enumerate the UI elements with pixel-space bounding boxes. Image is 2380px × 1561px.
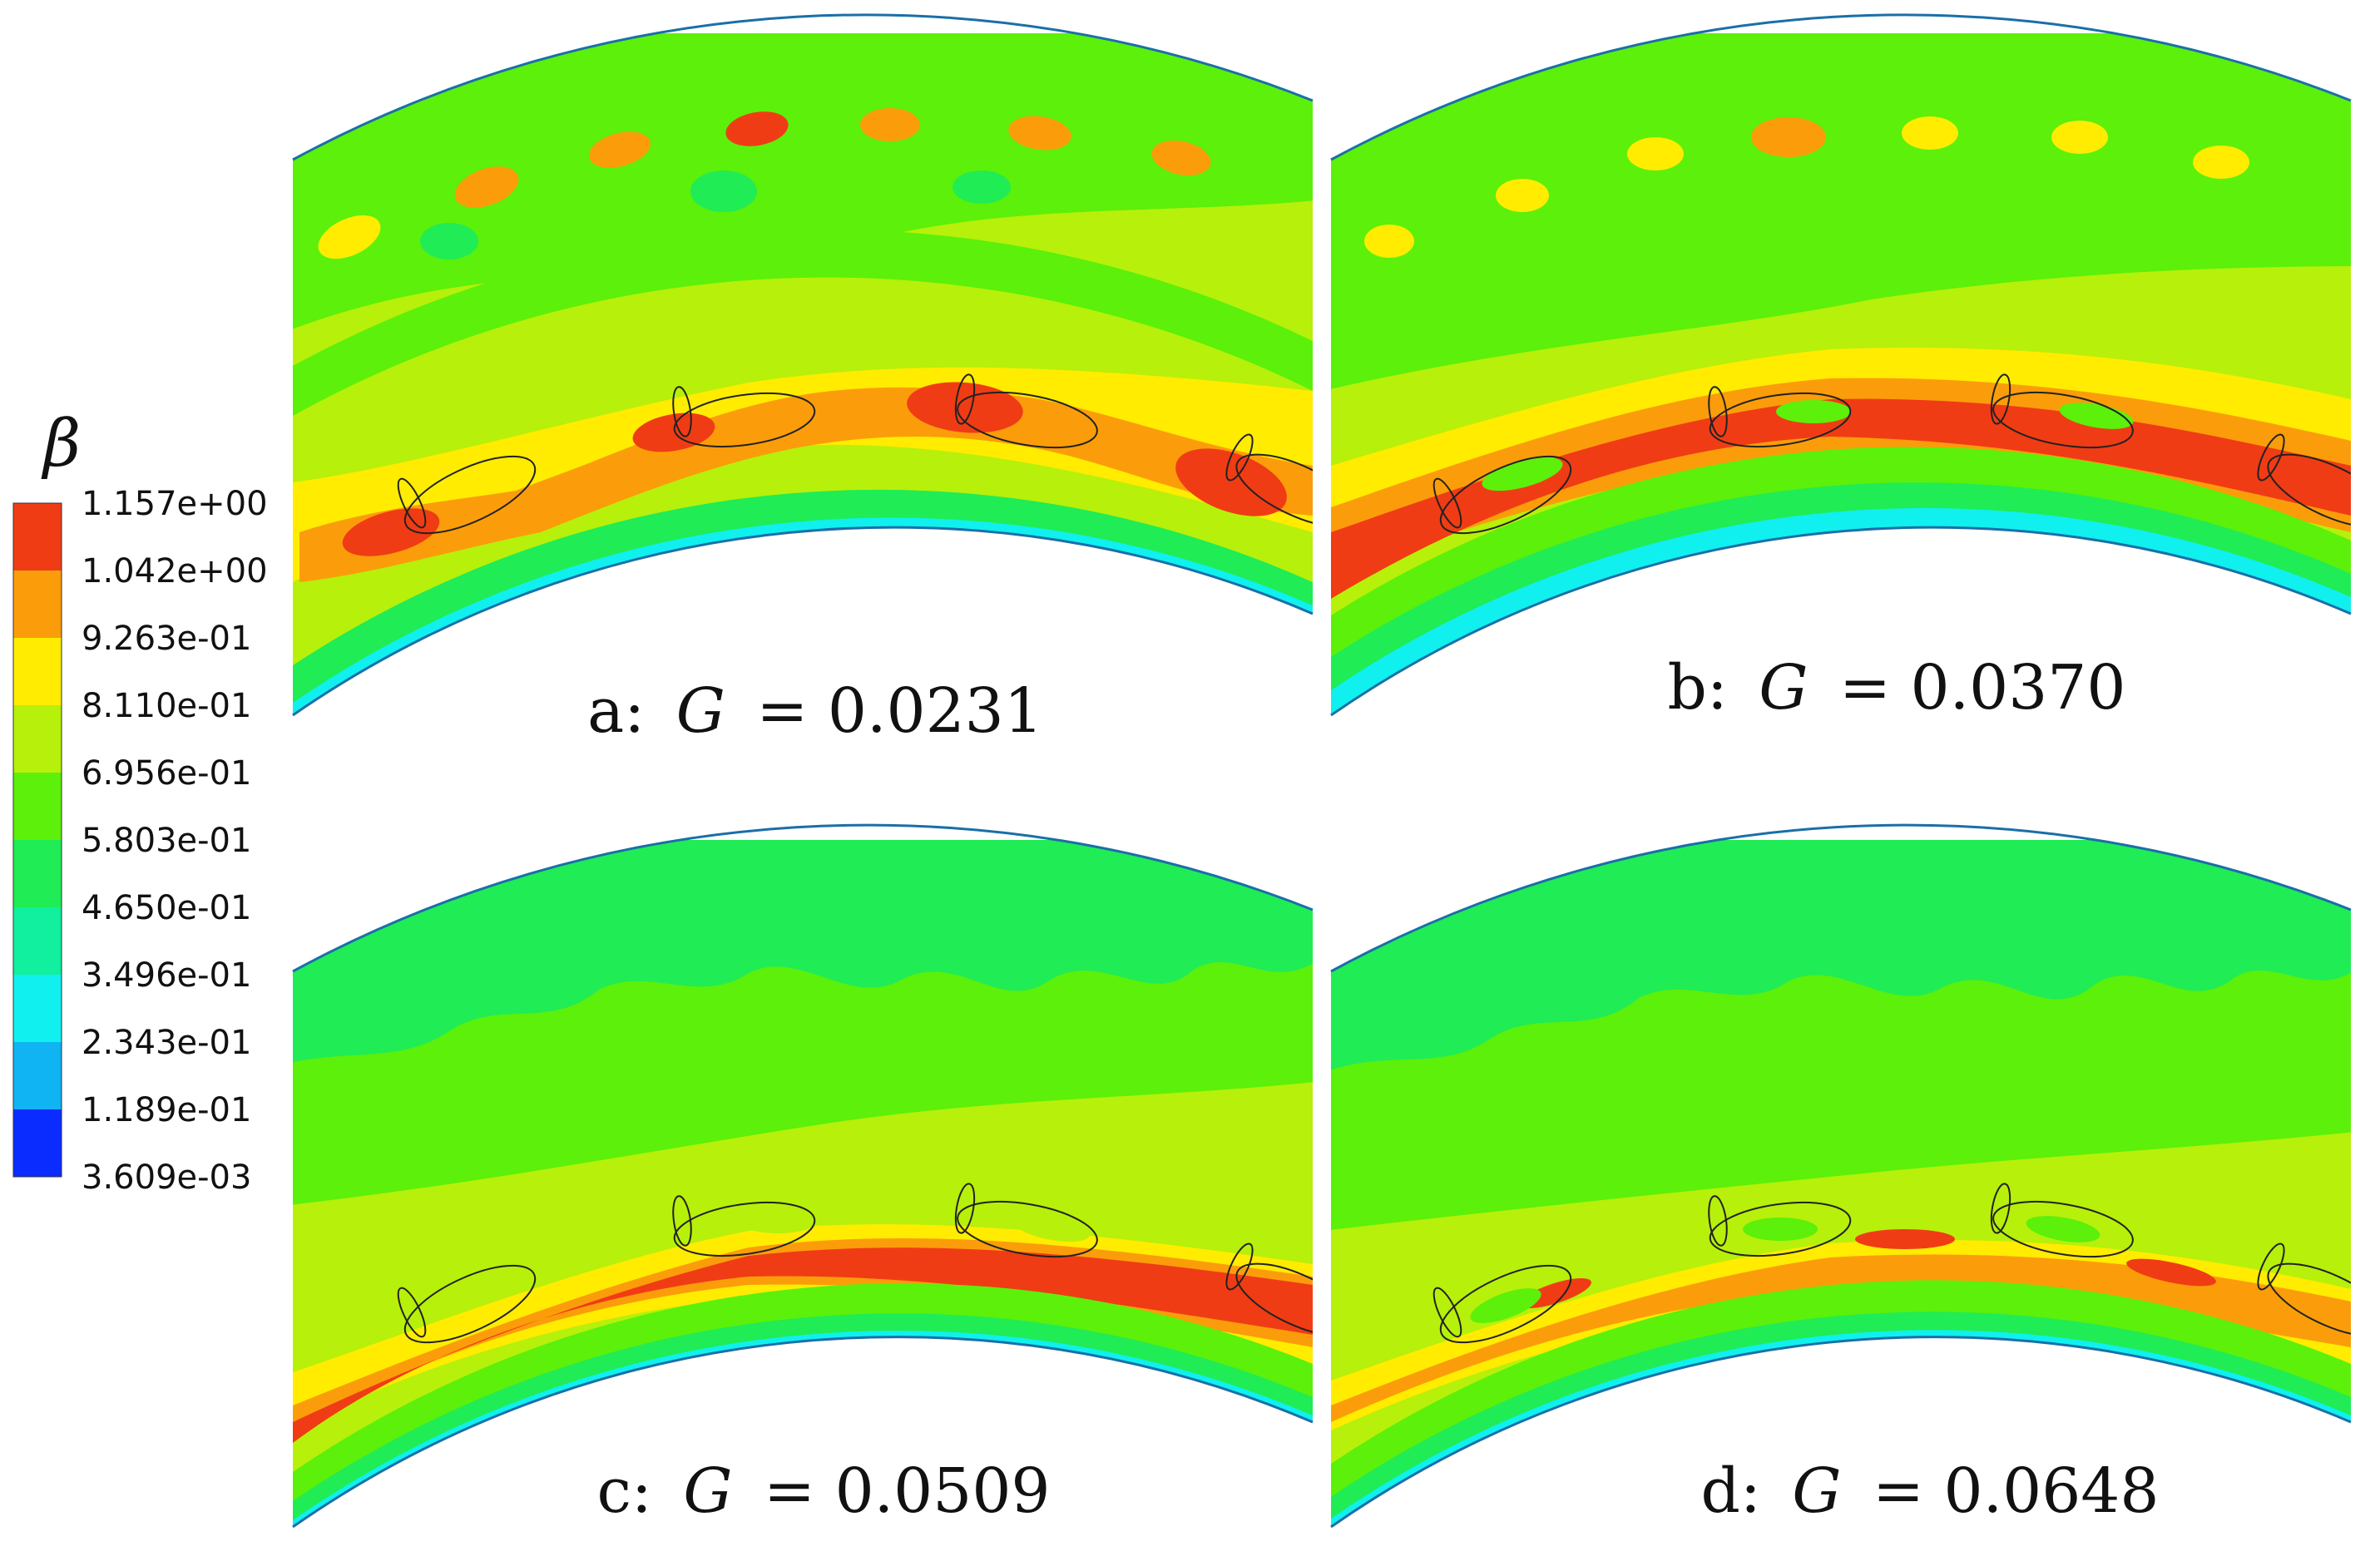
outer-region [293,33,1313,333]
blade-core [1482,457,1563,492]
blade-core [2026,1216,2100,1242]
blade-core [447,1266,527,1304]
wake-cell [2051,121,2108,154]
blade-core [1776,400,1851,423]
wake-cell [860,108,920,141]
wake-cell [318,215,381,259]
legend-tick-label: 1.042e+00 [82,552,268,590]
legend-swatch [13,705,62,773]
wake-cell [1751,117,1826,157]
peak-void-core [1331,398,2351,599]
peak-void-band [299,387,1313,582]
outer-wave-region [1331,840,2351,1073]
blade-core [740,1212,815,1233]
legend-tick-label: 3.496e-01 [82,956,251,995]
low-void-cell [690,170,757,212]
outer-region [1331,33,2351,391]
legend-tick-label: 4.650e-01 [82,889,251,927]
legend-tick-label: 2.343e-01 [82,1024,251,1062]
legend-symbol: β [41,407,81,482]
inner-wall [292,526,1314,717]
wake-cell [454,166,519,208]
legend-swatches [12,502,62,1178]
peak-void-cell [907,382,1023,433]
legend-swatch [13,975,62,1042]
low-void-cell [420,223,478,259]
blade-core [1743,1218,1818,1241]
legend-swatch [13,503,62,571]
legend-swatch [13,907,62,975]
legend-labels: 1.157e+00 1.042e+00 9.263e-01 8.110e-01 6.95… [82,485,268,1197]
inner-wall [292,1336,1314,1529]
outer-wall [1330,823,2352,973]
blade-outlines [397,1183,1313,1344]
peak-void-cell [2126,1258,2216,1287]
blade-outlines [1432,1183,2351,1344]
colorbar-legend: β 1.157e+00 1.042e+00 9.263e-01 8.110e-01 6.… [12,407,268,1197]
blade-core [1015,1217,1090,1242]
legend-swatch [13,571,62,638]
wake-cell [2193,146,2249,179]
wall-layer [293,489,1313,715]
peak-void-cell [342,508,440,556]
legend-swatch [13,1042,62,1109]
panel-divider [1314,83,1329,1547]
legend-tick-label: 6.956e-01 [82,754,251,793]
panel-caption-b: b: G = 0.0370 [1668,652,2126,724]
outer-wall [292,13,1314,161]
panel-caption-c: c: G = 0.0509 [596,1455,1050,1527]
peak-void-cell [1855,1229,1955,1249]
wake-cell [1902,116,1958,150]
wake-cell [588,131,651,168]
legend-tick-label: 3.609e-03 [82,1158,251,1197]
outer-wall [1330,13,2352,161]
wake-cell [725,111,789,146]
legend-tick-label: 5.803e-01 [82,822,251,860]
legend-swatch [13,638,62,705]
wake-cell [1496,179,1549,212]
wake-cell [1627,137,1684,170]
blade-core [1470,1288,1541,1323]
inner-wall [1330,1336,2352,1529]
legend-swatch [13,1109,62,1177]
mid-band [293,230,1313,416]
legend-tick-label: 9.263e-01 [82,620,251,658]
contour-panel-d: d: G = 0.0648 [1330,823,2352,1529]
wake-cell [1008,116,1071,151]
contour-panel-b: b: G = 0.0370 [1330,13,2352,724]
panel-caption-a: a: G = 0.0231 [587,675,1043,747]
legend-tick-label: 1.189e-01 [82,1091,251,1129]
legend-frame [12,502,62,1178]
inner-wall [1330,526,2352,717]
wake-cell [1364,225,1414,258]
panel-caption-d: d: G = 0.0648 [1701,1455,2160,1527]
contour-panel-c: c: G = 0.0509 [292,823,1314,1529]
legend-swatch [13,840,62,907]
wake-cell [1151,141,1211,175]
legend-tick-label: 1.157e+00 [82,485,268,523]
legend-tick-label: 8.110e-01 [82,687,251,725]
outer-wave-region [293,840,1313,1065]
outer-wall [292,823,1314,973]
blade-outlines [397,373,1313,535]
legend-swatch [13,773,62,840]
blade-core [2059,403,2134,429]
wall-layer-inner [1331,482,2351,715]
blade-outlines [1432,373,2351,535]
peak-void-cell [632,412,715,452]
peak-void-cell [1175,448,1287,516]
contour-panel-a: a: G = 0.0231 [292,13,1314,747]
low-void-cell [952,170,1011,204]
